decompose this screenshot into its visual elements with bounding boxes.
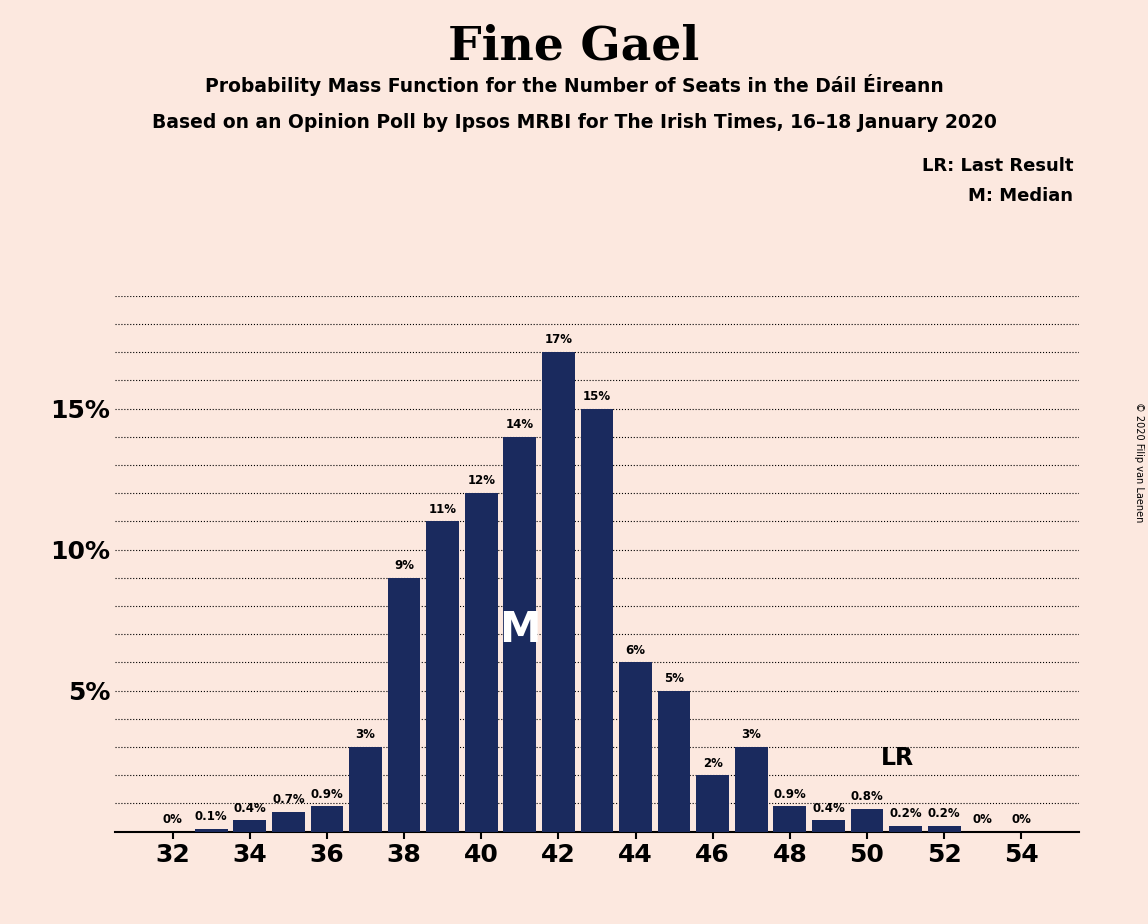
Bar: [311, 807, 343, 832]
Text: © 2020 Filip van Laenen: © 2020 Filip van Laenen: [1134, 402, 1143, 522]
Text: 9%: 9%: [394, 559, 414, 572]
Text: 14%: 14%: [506, 418, 534, 432]
Bar: [735, 747, 768, 832]
Bar: [504, 437, 536, 832]
Text: 0.8%: 0.8%: [851, 790, 883, 803]
Bar: [851, 809, 883, 832]
Text: 2%: 2%: [703, 757, 722, 770]
Bar: [658, 690, 690, 832]
Text: 12%: 12%: [467, 475, 495, 488]
Text: 0%: 0%: [1011, 813, 1031, 826]
Bar: [774, 807, 806, 832]
Text: 0.2%: 0.2%: [890, 808, 922, 821]
Text: 15%: 15%: [583, 390, 611, 403]
Text: M: M: [499, 609, 541, 651]
Text: 3%: 3%: [356, 728, 375, 741]
Bar: [619, 663, 652, 832]
Bar: [195, 829, 227, 832]
Text: LR: LR: [882, 746, 915, 770]
Text: Probability Mass Function for the Number of Seats in the Dáil Éireann: Probability Mass Function for the Number…: [204, 74, 944, 96]
Text: Based on an Opinion Poll by Ipsos MRBI for The Irish Times, 16–18 January 2020: Based on an Opinion Poll by Ipsos MRBI f…: [152, 113, 996, 132]
Text: 0.9%: 0.9%: [774, 787, 806, 800]
Bar: [388, 578, 420, 832]
Text: 0%: 0%: [163, 813, 183, 826]
Text: 0.4%: 0.4%: [812, 802, 845, 815]
Text: 5%: 5%: [664, 672, 684, 685]
Text: 0.7%: 0.7%: [272, 793, 304, 807]
Bar: [890, 826, 922, 832]
Bar: [349, 747, 382, 832]
Bar: [581, 408, 613, 832]
Text: 0.4%: 0.4%: [233, 802, 266, 815]
Text: 0%: 0%: [972, 813, 993, 826]
Bar: [697, 775, 729, 832]
Bar: [465, 493, 497, 832]
Bar: [928, 826, 961, 832]
Text: LR: Last Result: LR: Last Result: [922, 157, 1073, 175]
Text: Fine Gael: Fine Gael: [449, 23, 699, 69]
Text: 11%: 11%: [428, 503, 457, 516]
Bar: [426, 521, 459, 832]
Bar: [233, 821, 266, 832]
Text: 3%: 3%: [742, 728, 761, 741]
Text: 17%: 17%: [544, 334, 573, 346]
Text: 6%: 6%: [626, 644, 645, 657]
Text: 0.9%: 0.9%: [311, 787, 343, 800]
Bar: [272, 812, 304, 832]
Bar: [812, 821, 845, 832]
Bar: [542, 352, 575, 832]
Text: 0.1%: 0.1%: [195, 810, 227, 823]
Text: M: Median: M: Median: [969, 187, 1073, 204]
Text: 0.2%: 0.2%: [928, 808, 961, 821]
